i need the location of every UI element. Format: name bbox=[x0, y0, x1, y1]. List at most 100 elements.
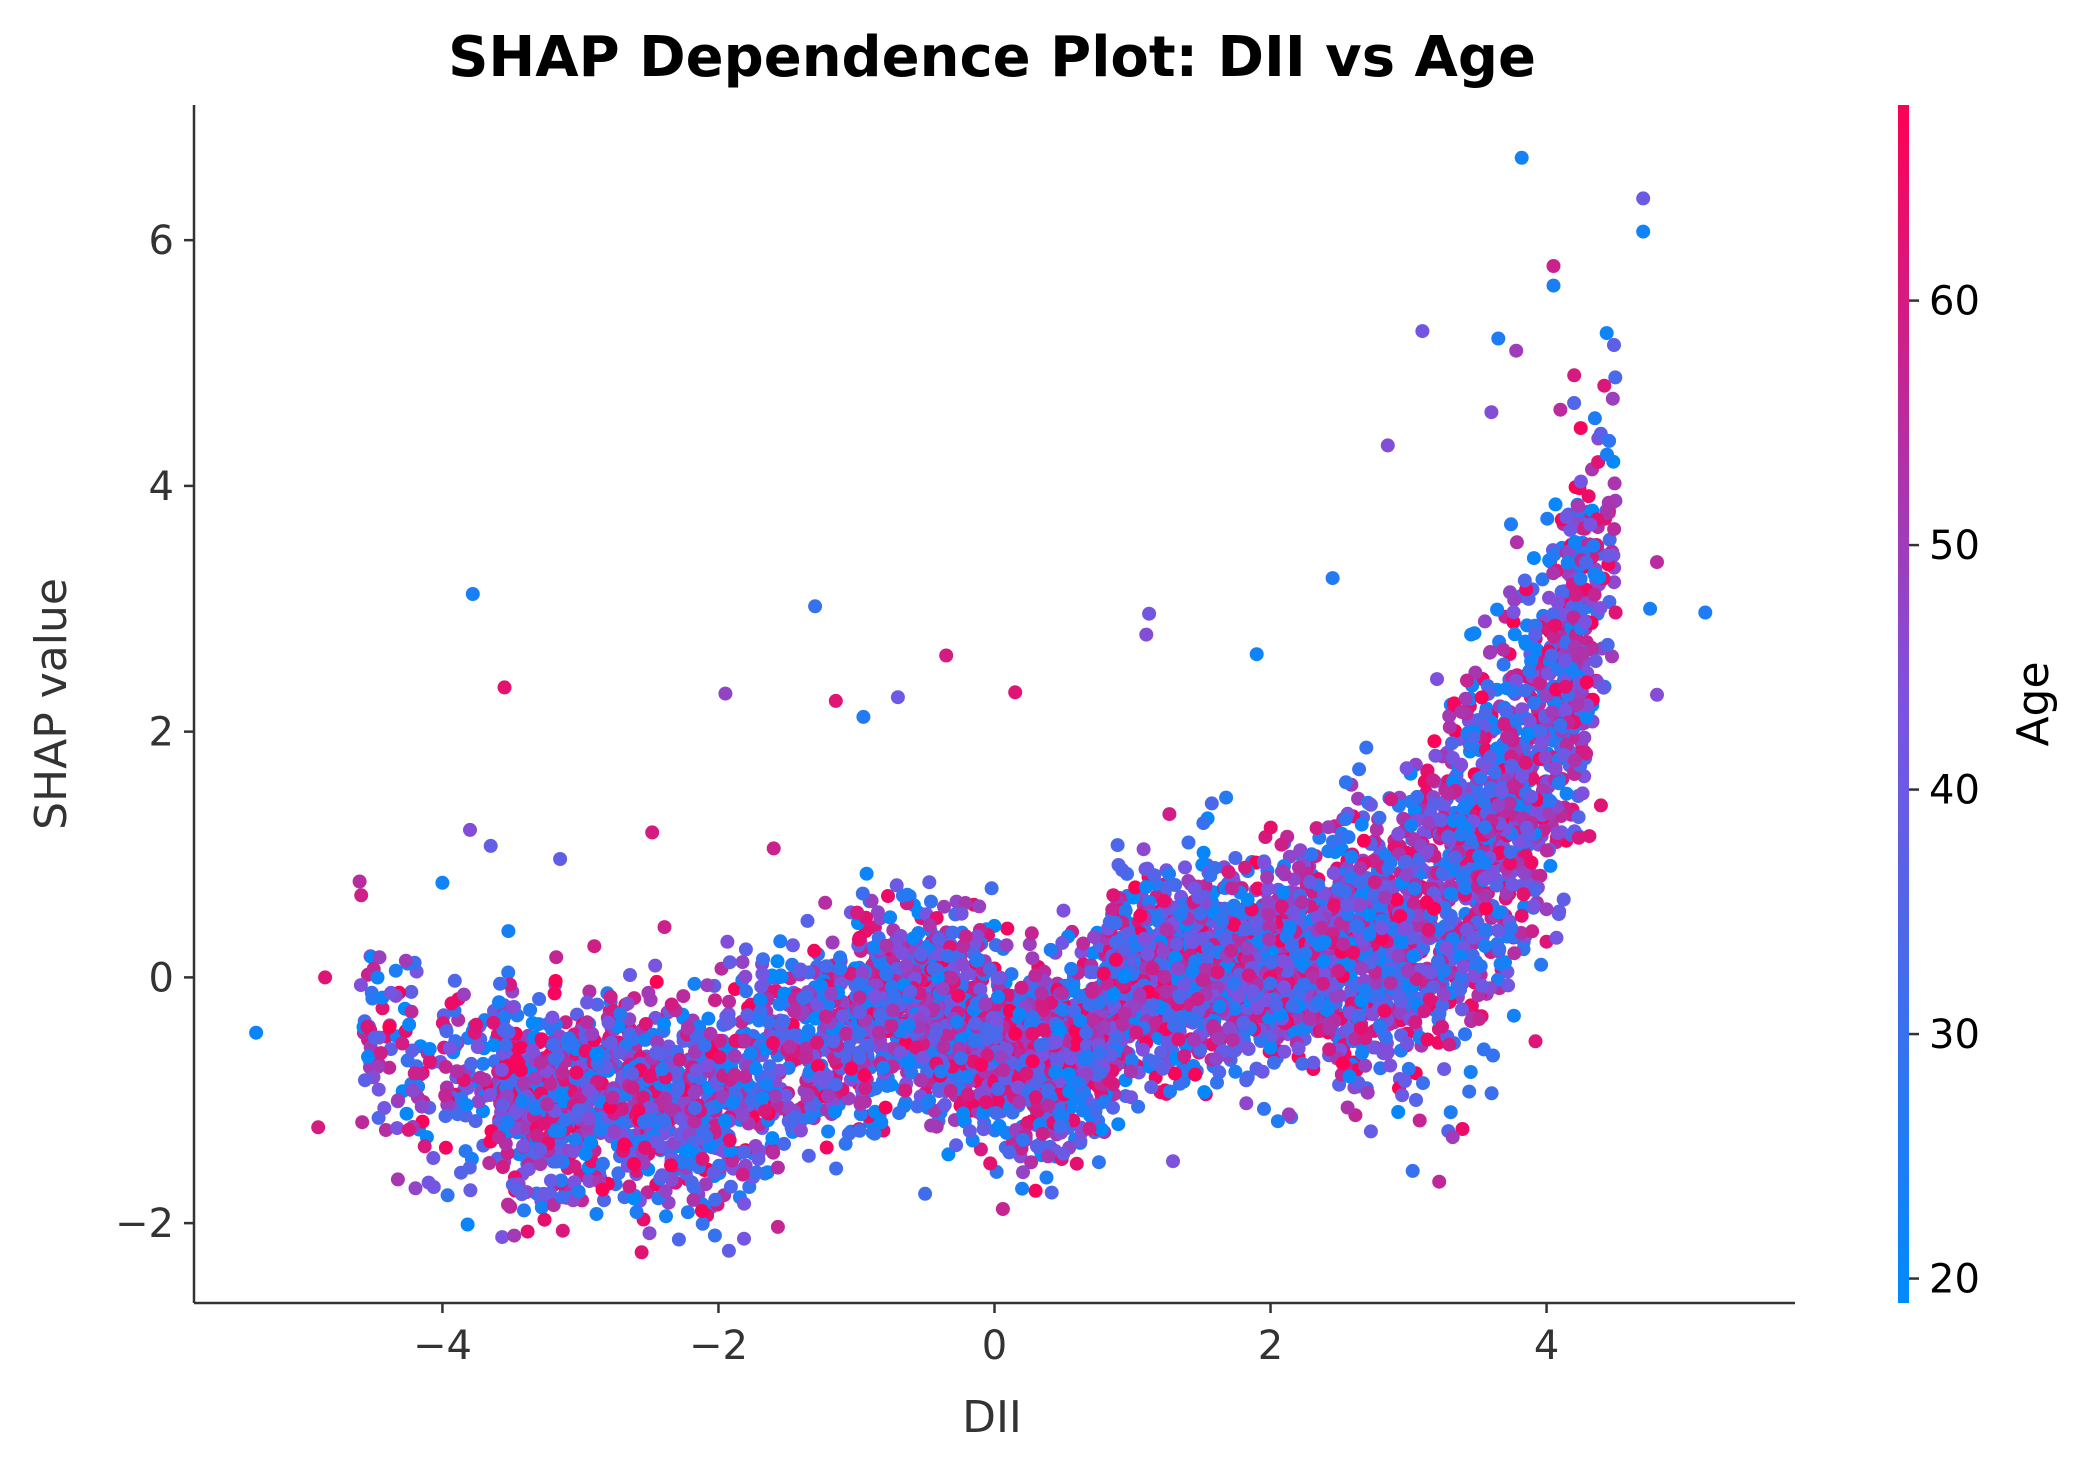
data-point bbox=[549, 950, 564, 965]
data-point bbox=[495, 1230, 510, 1245]
data-point bbox=[462, 1160, 477, 1175]
data-point bbox=[1340, 1100, 1355, 1115]
data-point bbox=[1552, 904, 1567, 919]
data-point bbox=[701, 1011, 716, 1026]
data-point bbox=[372, 950, 387, 965]
data-point bbox=[1263, 820, 1278, 835]
data-point bbox=[1597, 378, 1612, 393]
data-point bbox=[1548, 497, 1563, 512]
data-point bbox=[1505, 684, 1520, 699]
data-point bbox=[648, 958, 663, 973]
data-point bbox=[634, 1245, 649, 1260]
data-point bbox=[544, 1173, 558, 1188]
data-point bbox=[1110, 838, 1125, 853]
data-point bbox=[698, 1177, 713, 1192]
data-point bbox=[1391, 949, 1406, 963]
data-point bbox=[1529, 805, 1544, 820]
data-point bbox=[622, 1179, 637, 1194]
data-point bbox=[422, 1054, 437, 1069]
data-point bbox=[1240, 1040, 1255, 1055]
data-point bbox=[1535, 572, 1550, 587]
data-point bbox=[841, 1126, 856, 1141]
data-point bbox=[1538, 750, 1553, 765]
data-point bbox=[1489, 878, 1504, 893]
chart-title: SHAP Dependence Plot: DII vs Age bbox=[448, 25, 1536, 90]
data-point bbox=[707, 1228, 722, 1243]
data-point bbox=[1404, 818, 1419, 833]
data-point bbox=[1024, 926, 1039, 941]
data-point bbox=[722, 955, 737, 970]
data-point bbox=[1608, 370, 1623, 385]
data-point bbox=[1493, 957, 1508, 971]
data-point bbox=[737, 1231, 751, 1246]
data-point bbox=[520, 1224, 535, 1239]
data-point bbox=[1291, 1010, 1306, 1025]
data-point bbox=[1464, 627, 1479, 642]
data-point bbox=[737, 1196, 752, 1211]
data-point bbox=[898, 1083, 913, 1098]
data-point bbox=[438, 1059, 453, 1074]
data-point bbox=[1124, 1053, 1139, 1068]
data-point bbox=[1430, 672, 1444, 687]
data-point bbox=[611, 1166, 626, 1181]
data-point bbox=[895, 888, 910, 903]
data-point bbox=[1219, 790, 1234, 805]
data-point bbox=[825, 935, 840, 950]
data-point bbox=[365, 991, 380, 1006]
data-point bbox=[1000, 921, 1015, 936]
data-point bbox=[649, 974, 664, 989]
data-point bbox=[924, 894, 938, 909]
data-point bbox=[1239, 1096, 1254, 1111]
data-point bbox=[395, 1036, 410, 1051]
data-point bbox=[1154, 1045, 1169, 1060]
data-point bbox=[1455, 1122, 1470, 1136]
data-point bbox=[456, 987, 471, 1002]
data-point bbox=[833, 950, 848, 965]
data-point bbox=[367, 1030, 382, 1045]
data-point bbox=[680, 1205, 695, 1220]
data-point bbox=[1426, 773, 1441, 788]
data-point bbox=[1087, 930, 1102, 945]
data-point bbox=[501, 1197, 515, 1212]
data-point bbox=[391, 1093, 406, 1108]
data-point bbox=[1506, 605, 1521, 620]
data-point bbox=[1607, 575, 1622, 590]
data-point bbox=[721, 1243, 736, 1258]
data-point bbox=[534, 1200, 549, 1215]
data-point bbox=[1500, 730, 1515, 744]
data-point bbox=[1105, 902, 1120, 917]
data-point bbox=[1167, 1066, 1182, 1081]
data-point bbox=[1024, 1155, 1039, 1170]
data-point bbox=[1559, 786, 1574, 801]
data-point bbox=[355, 1115, 370, 1130]
data-point bbox=[1506, 615, 1521, 630]
data-point bbox=[1135, 1042, 1150, 1057]
data-point bbox=[354, 888, 369, 903]
data-point bbox=[770, 1160, 785, 1175]
data-point bbox=[1383, 855, 1398, 870]
data-point bbox=[735, 955, 750, 970]
data-point bbox=[553, 852, 568, 866]
data-point bbox=[408, 1181, 423, 1196]
data-point bbox=[770, 954, 785, 969]
data-point bbox=[537, 1212, 552, 1227]
data-point bbox=[706, 1166, 721, 1181]
data-point bbox=[1016, 1165, 1030, 1180]
data-point bbox=[1593, 601, 1608, 616]
data-point bbox=[1359, 740, 1374, 755]
data-point bbox=[1222, 1021, 1237, 1036]
data-point bbox=[1571, 810, 1586, 825]
data-point bbox=[1501, 978, 1516, 993]
data-point bbox=[1295, 1056, 1310, 1071]
data-point bbox=[507, 1228, 522, 1243]
data-point bbox=[1577, 730, 1592, 745]
data-point bbox=[404, 984, 419, 999]
data-point bbox=[1160, 1033, 1175, 1048]
data-point bbox=[984, 881, 999, 896]
data-point bbox=[720, 934, 735, 949]
data-point bbox=[382, 1060, 397, 1075]
data-point bbox=[1579, 710, 1594, 725]
data-point bbox=[983, 1156, 998, 1171]
data-point bbox=[872, 955, 887, 970]
data-point bbox=[405, 1043, 420, 1058]
